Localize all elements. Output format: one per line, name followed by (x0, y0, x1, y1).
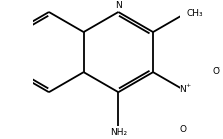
Text: ⁻: ⁻ (216, 64, 220, 73)
Text: CH₃: CH₃ (186, 9, 203, 18)
Text: N: N (115, 1, 122, 10)
Text: NH₂: NH₂ (110, 128, 127, 137)
Text: O: O (213, 67, 220, 76)
Text: N: N (179, 85, 186, 94)
Text: +: + (185, 83, 190, 88)
Text: O: O (179, 125, 186, 134)
